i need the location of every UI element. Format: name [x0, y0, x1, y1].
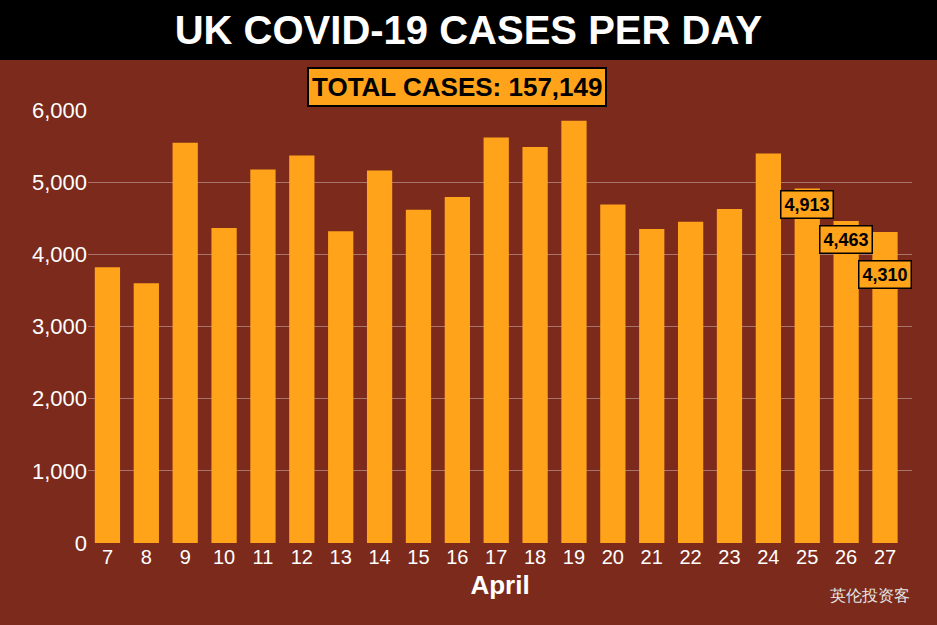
svg-text:2,000: 2,000	[32, 386, 87, 411]
svg-text:27: 27	[874, 546, 896, 568]
svg-text:18: 18	[524, 546, 546, 568]
svg-text:9: 9	[180, 546, 191, 568]
svg-text:英伦投资客: 英伦投资客	[830, 587, 910, 604]
svg-text:3,000: 3,000	[32, 314, 87, 339]
svg-text:10: 10	[213, 546, 235, 568]
svg-text:20: 20	[602, 546, 624, 568]
svg-text:16: 16	[446, 546, 468, 568]
svg-text:7: 7	[102, 546, 113, 568]
svg-text:12: 12	[291, 546, 313, 568]
svg-text:23: 23	[718, 546, 740, 568]
svg-text:17: 17	[485, 546, 507, 568]
svg-text:15: 15	[407, 546, 429, 568]
svg-text:8: 8	[141, 546, 152, 568]
svg-text:14: 14	[368, 546, 390, 568]
svg-text:4,310: 4,310	[863, 265, 908, 285]
svg-text:4,913: 4,913	[785, 195, 830, 215]
html-text:UK COVID-19 CASES PER DAY: UK COVID-19 CASES PER DAY	[174, 8, 763, 52]
svg-text:25: 25	[796, 546, 818, 568]
svg-text:0: 0	[75, 531, 87, 556]
svg-text:April: April	[470, 570, 529, 600]
svg-text:TOTAL CASES: 157,149: TOTAL CASES: 157,149	[312, 72, 602, 102]
svg-text:22: 22	[679, 546, 701, 568]
svg-text:24: 24	[757, 546, 779, 568]
svg-text:4,000: 4,000	[32, 242, 87, 267]
svg-text:4,463: 4,463	[824, 230, 869, 250]
svg-text:11: 11	[253, 546, 274, 568]
svg-text:5,000: 5,000	[32, 170, 87, 195]
svg-text:21: 21	[641, 546, 663, 568]
svg-text:19: 19	[563, 546, 585, 568]
svg-text:6,000: 6,000	[32, 98, 87, 123]
svg-text:26: 26	[835, 546, 857, 568]
svg-text:13: 13	[330, 546, 352, 568]
svg-text:1,000: 1,000	[32, 459, 87, 484]
